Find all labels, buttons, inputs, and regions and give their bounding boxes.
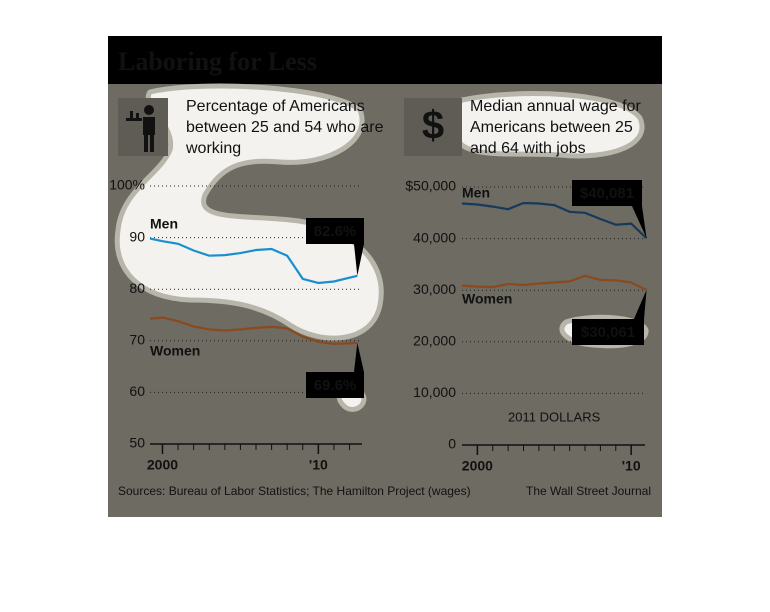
series-label: Women [150,343,200,359]
y-tick-label: 60 [129,383,145,399]
waiter-icon [118,98,168,156]
series-line [149,316,358,346]
x-tick-label: 2000 [147,457,178,473]
y-tick-label: 70 [129,332,145,348]
x-tick-label: '10 [622,458,641,474]
dollar-icon-box [404,98,462,156]
y-tick-label: 100% [109,177,145,193]
data-label: 82.6% [314,223,357,240]
y-tick-label: 90 [129,228,145,244]
source: Sources: Bureau of Labor Statistics; The… [118,484,471,498]
chart-title: Median annual wage for Americans between… [470,98,641,157]
series-line [461,274,647,291]
x-tick-label: 2000 [462,458,493,474]
series-line [149,237,358,285]
y-tick-label: 30,000 [413,281,456,297]
label-pointer [354,244,364,276]
credit: The Wall Street Journal [526,484,651,498]
label-box [306,372,364,398]
title-bar [108,36,662,84]
label-box [572,180,642,206]
label-pointer [354,342,364,372]
data-label: $30,061 [581,324,635,341]
y-tick-label: 20,000 [413,333,456,349]
series-label: Women [462,291,512,307]
series-line [461,201,648,239]
y-tick-label: 40,000 [413,229,456,245]
page-title: Laboring for Less [118,47,317,76]
label-box [306,218,364,244]
data-label: 69.6% [314,377,357,394]
y-tick-label: $50,000 [405,178,456,194]
x-tick-label: '10 [309,457,328,473]
annotation: 2011 DOLLARS [508,409,601,424]
dollar-icon: $ [422,104,444,148]
y-tick-label: 80 [129,280,145,296]
chart-title: Percentage of Americans between 25 and 5… [186,98,384,157]
label-box [572,319,644,345]
label-pointer [634,289,647,319]
y-tick-label: 0 [448,436,456,452]
series-label: Men [462,185,490,201]
data-label: $40,081 [580,185,634,202]
series-label: Men [150,216,178,232]
y-tick-label: 50 [129,435,145,451]
label-pointer [632,206,647,239]
y-tick-label: 10,000 [413,384,456,400]
